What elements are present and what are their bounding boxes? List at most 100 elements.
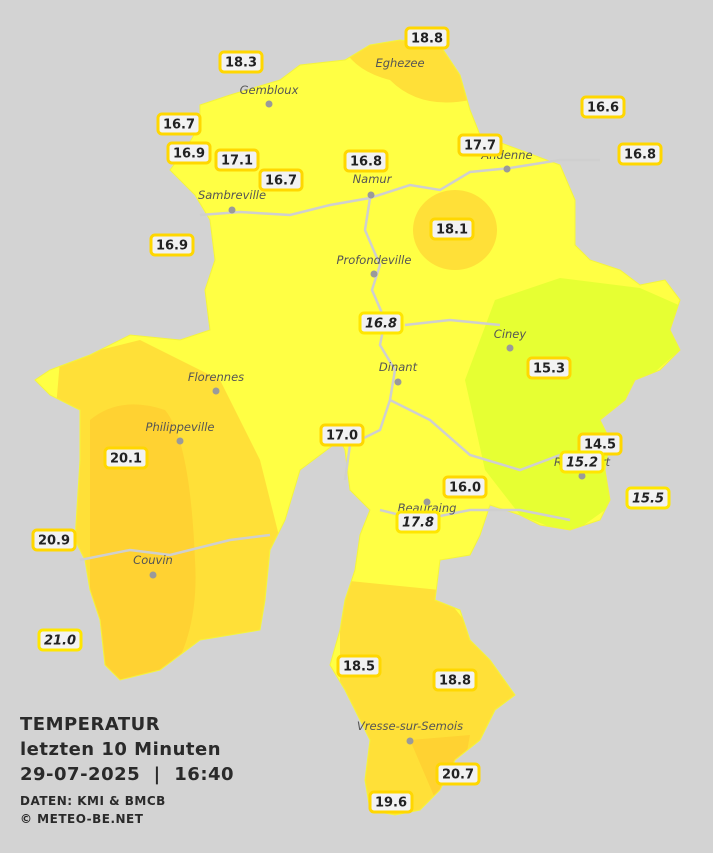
station-value: 16.9 xyxy=(156,239,188,254)
place-name: Vresse-sur-Semois xyxy=(357,719,463,733)
place-name: Ciney xyxy=(494,327,527,341)
station-value: 16.6 xyxy=(587,101,619,116)
caption-source: DATEN: KMI & BMCB xyxy=(20,794,166,808)
station: 20.1 xyxy=(103,446,149,470)
station-box xyxy=(432,668,478,692)
station: 16.6 xyxy=(580,95,626,119)
station: 18.8 xyxy=(404,26,450,50)
station-value: 17.1 xyxy=(221,154,253,169)
station-value: 17.8 xyxy=(402,516,434,531)
station-box xyxy=(37,628,83,652)
station-box xyxy=(343,149,389,173)
station-box xyxy=(358,311,404,335)
station-box xyxy=(429,217,475,241)
station-box xyxy=(442,475,488,499)
station-value: 18.8 xyxy=(411,32,443,47)
place-dot xyxy=(265,100,273,108)
place-name: Couvin xyxy=(133,553,173,567)
station: 18.5 xyxy=(336,654,382,678)
place-dot xyxy=(367,191,375,199)
place-name: Eghezee xyxy=(375,56,424,70)
place-dot xyxy=(423,498,431,506)
stations: 18.3 18.8 16.6 16.7 16.9 17.1 16.8 17.7 16.8 16.7… xyxy=(31,26,671,814)
place-name: Dinant xyxy=(379,360,418,374)
station-box xyxy=(103,446,149,470)
place-dot xyxy=(228,206,236,214)
caption-subtitle: letzten 10 Minuten xyxy=(20,739,221,760)
station-box xyxy=(149,233,195,257)
station-value: 21.0 xyxy=(44,634,76,649)
station: 20.9 xyxy=(31,528,77,552)
station-value: 17.0 xyxy=(326,429,358,444)
place-dot xyxy=(149,571,157,579)
places: EghezeeGemblouxAndenneNamurSambrevillePr… xyxy=(133,56,611,745)
station-box xyxy=(526,356,572,380)
station-value: 16.7 xyxy=(265,174,297,189)
station: 16.7 xyxy=(258,168,304,192)
station-value: 16.8 xyxy=(350,155,382,170)
station: 15.5 xyxy=(625,486,671,510)
station-box xyxy=(156,112,202,136)
zone-warm xyxy=(340,40,470,103)
station: 18.3 xyxy=(218,50,264,74)
station-value: 17.7 xyxy=(464,139,496,154)
station: 20.7 xyxy=(435,762,481,786)
river xyxy=(199,158,600,217)
station-value: 19.6 xyxy=(375,796,407,811)
station: 16.9 xyxy=(149,233,195,257)
station: 18.1 xyxy=(429,217,475,241)
station-value: 18.1 xyxy=(436,223,468,238)
station-box xyxy=(166,141,212,165)
station-value: 20.1 xyxy=(110,452,142,467)
place-dot xyxy=(394,378,402,386)
station-value: 20.9 xyxy=(38,534,70,549)
place-dot xyxy=(506,344,514,352)
caption-datetime: 29-07-2025 | 16:40 xyxy=(20,764,234,785)
station-value: 16.9 xyxy=(173,147,205,162)
station-box xyxy=(218,50,264,74)
station-box xyxy=(404,26,450,50)
station-value: 16.8 xyxy=(624,148,656,163)
station-box xyxy=(435,762,481,786)
station-value: 15.5 xyxy=(632,492,664,507)
station: 18.8 xyxy=(432,668,478,692)
station-value: 18.8 xyxy=(439,674,471,689)
place-name: Namur xyxy=(353,172,393,186)
station: 21.0 xyxy=(37,628,83,652)
station: 16.8 xyxy=(617,142,663,166)
place-dot xyxy=(370,270,378,278)
station: 16.0 xyxy=(442,475,488,499)
station: 17.0 xyxy=(319,423,365,447)
station-value: 18.5 xyxy=(343,660,375,675)
station-value: 15.2 xyxy=(566,456,598,471)
station-box xyxy=(395,510,441,534)
place-name: Profondeville xyxy=(337,253,412,267)
station-box xyxy=(580,95,626,119)
station-box xyxy=(457,133,503,157)
place-dot xyxy=(503,165,511,173)
station-value: 16.7 xyxy=(163,118,195,133)
station: 15.2 xyxy=(559,450,605,474)
place-name: Sambreville xyxy=(198,188,266,202)
station-box xyxy=(368,790,414,814)
station: 16.8 xyxy=(358,311,404,335)
station-box xyxy=(31,528,77,552)
river xyxy=(343,197,397,481)
station-value: 20.7 xyxy=(442,768,474,783)
station-box xyxy=(336,654,382,678)
station-value: 15.3 xyxy=(533,362,565,377)
station-box xyxy=(559,450,605,474)
station: 15.3 xyxy=(526,356,572,380)
place-dot xyxy=(406,737,414,745)
station-value: 16.0 xyxy=(449,481,481,496)
station-value: 18.3 xyxy=(225,56,257,71)
zone-hot xyxy=(90,404,196,690)
caption-copyright: © METEO-BE.NET xyxy=(20,812,144,826)
place-name: Florennes xyxy=(188,370,244,384)
station: 16.9 xyxy=(166,141,212,165)
place-name: Gembloux xyxy=(240,83,299,97)
station: 16.8 xyxy=(343,149,389,173)
station-box xyxy=(319,423,365,447)
river xyxy=(79,533,271,562)
place-dot xyxy=(578,472,586,480)
